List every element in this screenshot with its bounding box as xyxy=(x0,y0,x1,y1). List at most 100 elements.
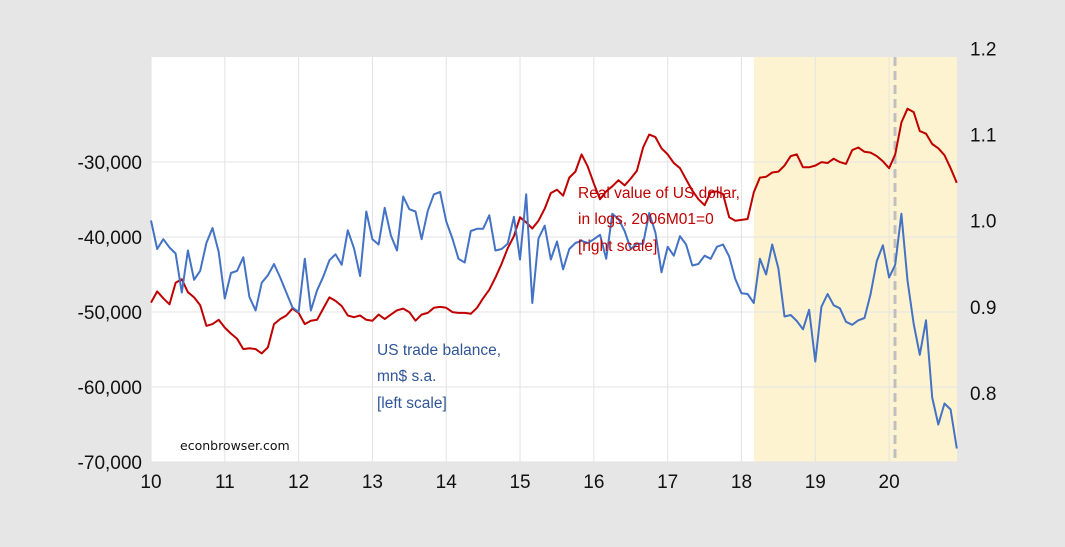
trade-balance-point xyxy=(931,397,933,399)
trade-balance-point xyxy=(285,292,287,294)
dollar-point xyxy=(679,167,681,169)
dollar-point xyxy=(304,323,306,325)
dollar-point xyxy=(685,178,687,180)
dollar-point xyxy=(298,312,300,314)
trade-balance-point xyxy=(900,213,902,215)
trade-balance-point xyxy=(605,258,607,260)
trade-balance-point xyxy=(765,274,767,276)
dollar-point xyxy=(814,165,816,167)
trade-balance-point xyxy=(888,277,890,279)
trade-balance-point xyxy=(470,230,472,232)
dollar-point xyxy=(857,147,859,149)
trade-balance-point xyxy=(661,271,663,273)
dollar-point xyxy=(870,152,872,154)
trade-balance-point xyxy=(654,232,656,234)
dollar-point xyxy=(759,177,761,179)
trade-balance-point xyxy=(845,321,847,323)
trade-balance-point xyxy=(562,268,564,270)
trade-balance-point xyxy=(802,328,804,330)
trade-balance-point xyxy=(919,354,921,356)
trade-balance-point xyxy=(741,292,743,294)
trade-balance-point xyxy=(236,270,238,272)
trade-balance-point xyxy=(544,225,546,227)
trade-balance-point xyxy=(925,319,927,321)
trade-balance-point xyxy=(279,277,281,279)
dollar-point xyxy=(255,348,257,350)
dollar-point xyxy=(531,228,533,230)
trade-balance-point xyxy=(162,238,164,240)
trade-balance-point xyxy=(255,310,257,312)
blue-series-label-line-1: US trade balance, xyxy=(377,342,501,359)
dollar-point xyxy=(476,307,478,309)
x-tick-label: 15 xyxy=(509,472,530,493)
trade-balance-point xyxy=(378,244,380,246)
y-right-tick-label: 1.1 xyxy=(970,126,996,147)
dollar-point xyxy=(734,220,736,222)
dollar-point xyxy=(790,155,792,157)
dollar-point xyxy=(919,130,921,132)
trade-balance-point xyxy=(322,276,324,278)
dollar-point xyxy=(562,195,564,197)
trade-balance-point xyxy=(814,361,816,363)
dollar-point xyxy=(753,191,755,193)
trade-balance-point xyxy=(857,319,859,321)
y-right-tick-label: 0.9 xyxy=(970,298,996,319)
dollar-point xyxy=(212,323,214,325)
dollar-point xyxy=(390,314,392,316)
dollar-point xyxy=(820,161,822,163)
dollar-point xyxy=(384,318,386,320)
red-series-label-line-1: Real value of US dollar, xyxy=(578,185,740,202)
dollar-point xyxy=(587,165,589,167)
dollar-point xyxy=(205,325,207,327)
dollar-point xyxy=(544,208,546,210)
dollar-point xyxy=(907,108,909,110)
trade-balance-point xyxy=(248,296,250,298)
trade-balance-point xyxy=(833,304,835,306)
trade-balance-point xyxy=(347,229,349,231)
trade-balance-point xyxy=(538,238,540,240)
trade-balance-point xyxy=(913,323,915,325)
trade-balance-point xyxy=(205,242,207,244)
y-right-tick-label: 1.0 xyxy=(970,212,996,233)
dollar-point xyxy=(242,348,244,350)
x-tick-label: 10 xyxy=(140,472,161,493)
trade-balance-point xyxy=(568,248,570,250)
dollar-point xyxy=(568,177,570,179)
trade-balance-point xyxy=(820,306,822,308)
dollar-point xyxy=(784,165,786,167)
trade-balance-point xyxy=(316,289,318,291)
dollar-point xyxy=(931,143,933,145)
red-series-label-line-3: [right scale] xyxy=(578,238,657,255)
trade-balance-point xyxy=(697,263,699,265)
shaded-region xyxy=(754,57,957,462)
dollar-point xyxy=(771,172,773,174)
dollar-point xyxy=(218,319,220,321)
trade-balance-point xyxy=(870,293,872,295)
dollar-point xyxy=(704,204,706,206)
trade-balance-point xyxy=(808,309,810,311)
trade-balance-point xyxy=(433,193,435,195)
blue-series-label-line-2: mn$ s.a. xyxy=(377,368,436,385)
trade-balance-point xyxy=(488,214,490,216)
dollar-point xyxy=(507,247,509,249)
trade-balance-point xyxy=(464,262,466,264)
trade-balance-point xyxy=(513,216,515,218)
trade-balance-point xyxy=(519,259,521,261)
dollar-point xyxy=(199,304,201,306)
dollar-point xyxy=(833,158,835,160)
dollar-point xyxy=(525,221,527,223)
trade-balance-point xyxy=(599,234,601,236)
dollar-point xyxy=(827,162,829,164)
dollar-point xyxy=(876,155,878,157)
dollar-point xyxy=(408,311,410,313)
trade-balance-point xyxy=(156,248,158,250)
trade-balance-point xyxy=(728,256,730,258)
dollar-point xyxy=(292,308,294,310)
dollar-point xyxy=(636,170,638,172)
trade-balance-point xyxy=(624,230,626,232)
dollar-point xyxy=(181,278,183,280)
dollar-point xyxy=(162,297,164,299)
trade-balance-point xyxy=(944,403,946,405)
dollar-point xyxy=(581,153,583,155)
dollar-point xyxy=(396,309,398,311)
